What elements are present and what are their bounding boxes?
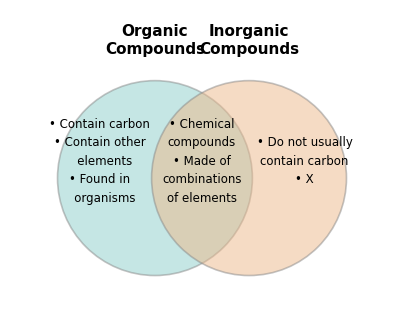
Circle shape <box>152 81 347 276</box>
Circle shape <box>57 81 252 276</box>
Text: • Contain carbon
• Contain other
   elements
• Found in
   organisms: • Contain carbon • Contain other element… <box>49 118 150 205</box>
Text: • Chemical
compounds
• Made of
combinations
of elements: • Chemical compounds • Made of combinati… <box>162 118 242 205</box>
Text: Organic
Compounds: Organic Compounds <box>105 24 205 56</box>
Text: Inorganic
Compounds: Inorganic Compounds <box>199 24 299 56</box>
Text: • Do not usually
contain carbon
• X: • Do not usually contain carbon • X <box>257 136 352 186</box>
